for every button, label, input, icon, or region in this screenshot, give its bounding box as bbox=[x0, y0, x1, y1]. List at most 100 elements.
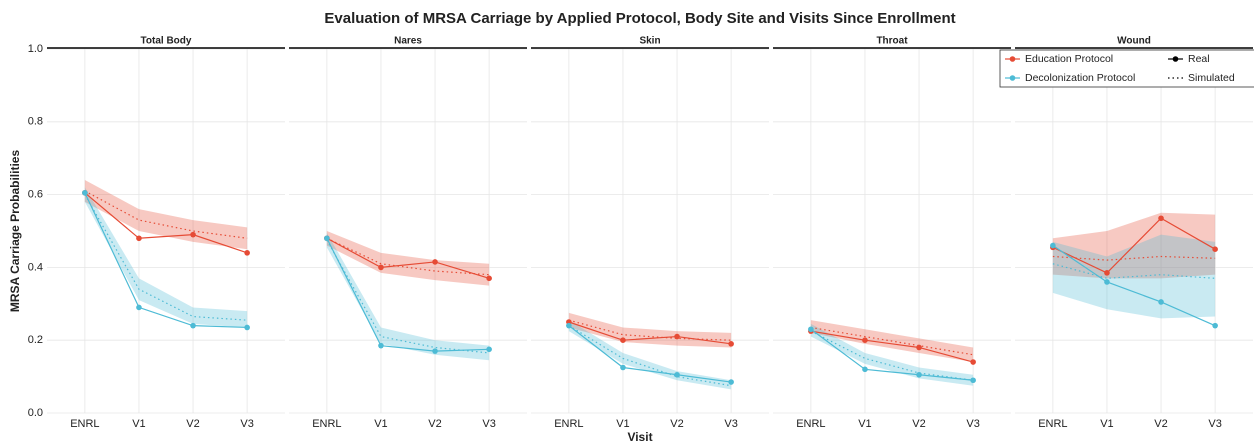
x-tick-label: V3 bbox=[724, 418, 737, 430]
panel-title: Wound bbox=[1117, 36, 1151, 47]
point bbox=[808, 326, 814, 333]
confidence-band bbox=[326, 232, 490, 361]
point bbox=[674, 371, 680, 378]
point bbox=[486, 275, 492, 282]
panel-title: Nares bbox=[394, 36, 422, 47]
y-tick-label: 0.8 bbox=[28, 116, 43, 128]
x-tick-label: V2 bbox=[428, 418, 441, 430]
point bbox=[432, 259, 438, 265]
y-tick-label: 0.0 bbox=[28, 407, 43, 419]
point bbox=[970, 359, 976, 365]
real-line bbox=[1052, 245, 1216, 327]
point bbox=[620, 337, 626, 344]
simulated-line bbox=[568, 325, 732, 387]
x-tick-label: V3 bbox=[482, 418, 495, 430]
point bbox=[1212, 246, 1218, 252]
x-tick-label: V3 bbox=[1208, 418, 1221, 430]
x-tick-label: V2 bbox=[186, 418, 199, 430]
real-line bbox=[1052, 217, 1216, 274]
x-tick-label: V2 bbox=[1154, 418, 1167, 430]
panel-title: Total Body bbox=[141, 36, 192, 47]
legend-label: Decolonization Protocol bbox=[1025, 72, 1135, 84]
simulated-line bbox=[1052, 263, 1216, 279]
point bbox=[916, 344, 922, 351]
x-tick-label: V1 bbox=[374, 418, 387, 430]
confidence-band bbox=[810, 323, 974, 386]
legend-dot bbox=[1172, 56, 1179, 62]
point bbox=[82, 189, 88, 196]
x-tick-label: ENRL bbox=[312, 418, 341, 430]
confidence-band bbox=[326, 231, 490, 286]
x-tick-label: V3 bbox=[966, 418, 979, 430]
point bbox=[620, 364, 626, 371]
y-tick-label: 0.6 bbox=[28, 189, 43, 201]
point bbox=[1050, 242, 1056, 249]
point bbox=[970, 377, 976, 384]
point bbox=[1104, 270, 1110, 276]
point bbox=[862, 337, 868, 344]
x-tick-label: V2 bbox=[912, 418, 925, 430]
y-tick-label: 0.4 bbox=[28, 261, 43, 273]
chart-title: Evaluation of MRSA Carriage by Applied P… bbox=[324, 10, 955, 27]
point bbox=[378, 342, 384, 349]
real-line bbox=[568, 321, 732, 345]
point bbox=[432, 348, 438, 354]
real-line bbox=[326, 237, 490, 279]
point bbox=[136, 304, 142, 311]
x-tick-label: V3 bbox=[240, 418, 253, 430]
real-line bbox=[84, 192, 248, 329]
point bbox=[190, 322, 196, 329]
x-tick-label: V1 bbox=[858, 418, 871, 430]
legend-box bbox=[999, 49, 1254, 88]
point bbox=[1104, 279, 1110, 285]
real-line bbox=[568, 325, 732, 383]
point bbox=[674, 333, 680, 340]
simulated-line bbox=[84, 194, 248, 321]
x-tick-label: V2 bbox=[670, 418, 683, 430]
simulated-line bbox=[326, 239, 490, 354]
legend-label: Simulated bbox=[1188, 72, 1235, 84]
panel-title: Throat bbox=[876, 36, 908, 47]
point bbox=[1212, 322, 1218, 329]
legend-dot bbox=[1009, 56, 1016, 62]
legend-label: Real bbox=[1188, 53, 1210, 65]
point bbox=[566, 322, 572, 329]
point bbox=[244, 324, 250, 331]
point bbox=[916, 371, 922, 378]
x-axis-title: Visit bbox=[627, 430, 652, 444]
real-line bbox=[326, 238, 490, 352]
x-tick-label: ENRL bbox=[1038, 418, 1067, 430]
x-tick-label: ENRL bbox=[554, 418, 583, 430]
x-tick-label: ENRL bbox=[796, 418, 825, 430]
x-tick-label: V1 bbox=[616, 418, 629, 430]
point bbox=[324, 235, 330, 242]
point bbox=[1158, 299, 1164, 305]
confidence-band bbox=[1052, 234, 1216, 319]
point bbox=[486, 346, 492, 353]
point bbox=[244, 250, 250, 256]
point bbox=[728, 341, 734, 347]
y-axis-title: MRSA Carriage Probabilities bbox=[8, 150, 22, 313]
real-line bbox=[810, 330, 974, 363]
legend-dot bbox=[1009, 75, 1016, 81]
simulated-line bbox=[1052, 255, 1216, 261]
x-tick-label: V1 bbox=[1100, 418, 1113, 430]
legend-label: Education Protocol bbox=[1025, 53, 1113, 65]
point bbox=[190, 231, 196, 238]
simulated-line bbox=[810, 326, 974, 356]
x-tick-label: V1 bbox=[132, 418, 145, 430]
panel-title: Skin bbox=[639, 36, 660, 47]
real-line bbox=[810, 328, 974, 381]
simulated-line bbox=[568, 319, 732, 341]
confidence-band bbox=[84, 187, 248, 328]
point bbox=[862, 366, 868, 373]
point bbox=[1158, 215, 1164, 222]
y-tick-label: 0.2 bbox=[28, 334, 43, 346]
point bbox=[378, 264, 384, 271]
y-tick-label: 1.0 bbox=[28, 43, 43, 55]
confidence-band bbox=[84, 180, 248, 250]
real-line bbox=[84, 192, 248, 254]
point bbox=[136, 235, 142, 242]
point bbox=[728, 379, 734, 385]
